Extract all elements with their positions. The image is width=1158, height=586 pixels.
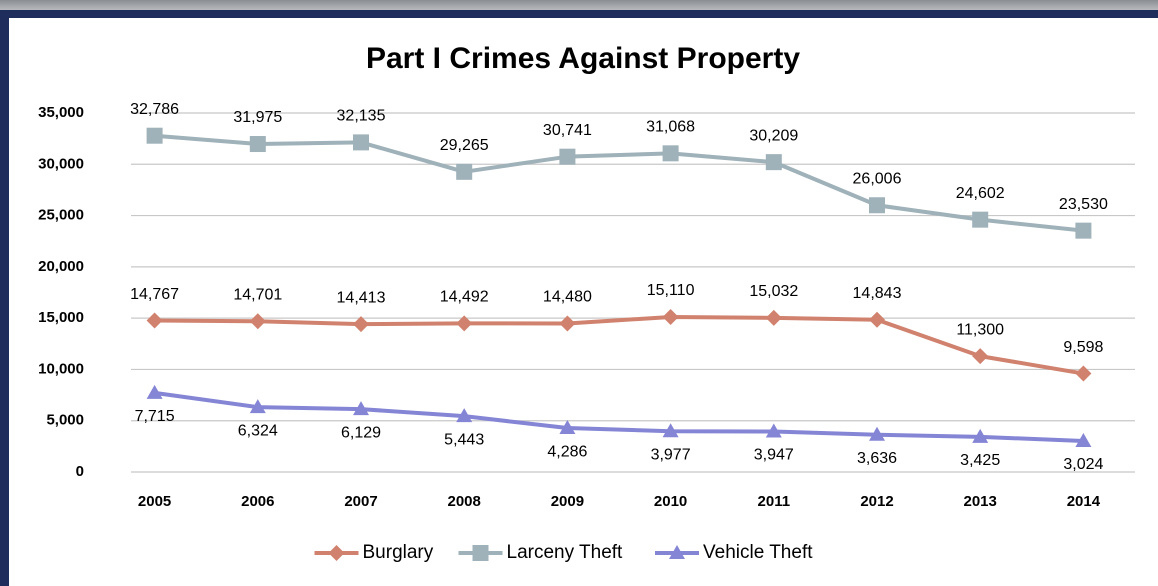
data-label: 24,602	[956, 185, 1005, 202]
legend-label: Larceny Theft	[507, 542, 624, 563]
y-tick-label: 0	[76, 463, 84, 480]
data-label: 3,947	[754, 447, 794, 464]
data-point	[353, 134, 369, 151]
data-point	[456, 163, 473, 180]
series-line	[154, 315, 1084, 376]
data-label: 29,265	[440, 137, 489, 154]
data-label: 31,975	[233, 109, 282, 126]
data-point	[353, 401, 369, 416]
data-label: 14,413	[337, 289, 386, 306]
data-label: 14,767	[130, 286, 179, 303]
y-tick-label: 25,000	[38, 207, 84, 224]
legend-marker	[669, 545, 685, 559]
data-point	[559, 420, 576, 435]
data-point	[1075, 222, 1092, 239]
data-label: 31,068	[646, 119, 695, 136]
data-point	[456, 315, 473, 332]
data-label: 30,209	[749, 127, 798, 144]
x-tick-label: 2014	[1067, 493, 1101, 510]
data-point	[146, 384, 163, 399]
data-point	[249, 136, 266, 153]
data-label: 7,715	[135, 408, 175, 425]
legend-marker	[328, 545, 345, 561]
series-line	[154, 133, 1084, 233]
data-label: 3,977	[651, 446, 691, 463]
data-point	[765, 154, 782, 171]
x-tick-label: 2007	[344, 493, 377, 510]
data-point	[353, 316, 369, 333]
data-point	[1075, 432, 1092, 447]
data-point	[559, 315, 576, 332]
x-tick-label: 2013	[964, 493, 997, 510]
data-label: 4,286	[547, 443, 587, 460]
data-point	[662, 309, 679, 326]
data-point	[869, 426, 885, 441]
series-line	[154, 390, 1084, 443]
x-tick-label: 2012	[860, 493, 893, 510]
data-point	[146, 127, 163, 144]
data-point	[869, 311, 885, 328]
legend-label: Burglary	[363, 542, 434, 563]
data-point	[249, 399, 266, 414]
data-label: 32,786	[130, 101, 179, 118]
x-tick-label: 2005	[138, 493, 171, 510]
data-label: 14,701	[233, 286, 282, 303]
data-point	[249, 313, 266, 330]
data-point	[972, 211, 989, 228]
data-label: 14,492	[440, 289, 489, 306]
data-label: 3,425	[960, 452, 1000, 469]
data-label: 14,480	[543, 289, 592, 306]
data-label: 30,741	[543, 122, 592, 139]
data-label: 6,324	[238, 422, 278, 439]
x-tick-label: 2010	[654, 493, 687, 510]
data-point	[972, 348, 989, 365]
legend-marker	[472, 545, 489, 561]
data-label: 9,598	[1063, 339, 1103, 356]
data-label: 3,024	[1063, 456, 1103, 473]
y-tick-label: 15,000	[38, 309, 84, 326]
data-label: 5,443	[444, 431, 484, 448]
data-point	[765, 309, 782, 326]
chart-title: Part I Crimes Against Property	[366, 42, 800, 75]
data-label: 23,530	[1059, 196, 1108, 213]
data-label: 11,300	[956, 321, 1004, 338]
data-point	[765, 423, 782, 438]
data-label: 3,636	[857, 450, 897, 467]
data-point	[662, 145, 679, 162]
data-point	[972, 428, 989, 443]
data-point	[559, 148, 576, 165]
y-tick-label: 5,000	[46, 412, 84, 429]
x-tick-label: 2009	[551, 493, 584, 510]
y-tick-label: 20,000	[38, 258, 84, 275]
data-label: 6,129	[341, 424, 381, 441]
x-tick-label: 2011	[758, 493, 791, 510]
y-tick-label: 30,000	[38, 155, 84, 172]
data-label: 32,135	[337, 108, 386, 125]
data-point	[146, 312, 163, 329]
data-point	[662, 423, 679, 438]
y-tick-label: 35,000	[38, 104, 84, 121]
data-label: 26,006	[853, 170, 902, 187]
x-tick-label: 2006	[241, 493, 274, 510]
data-point	[869, 197, 885, 214]
data-label: 14,843	[853, 285, 902, 302]
data-point	[456, 408, 473, 423]
y-tick-label: 10,000	[38, 360, 84, 377]
data-label: 15,032	[749, 283, 798, 300]
legend-label: Vehicle Theft	[703, 542, 813, 563]
data-label: 15,110	[647, 282, 695, 299]
data-point	[1075, 365, 1092, 382]
x-tick-label: 2008	[448, 493, 481, 510]
